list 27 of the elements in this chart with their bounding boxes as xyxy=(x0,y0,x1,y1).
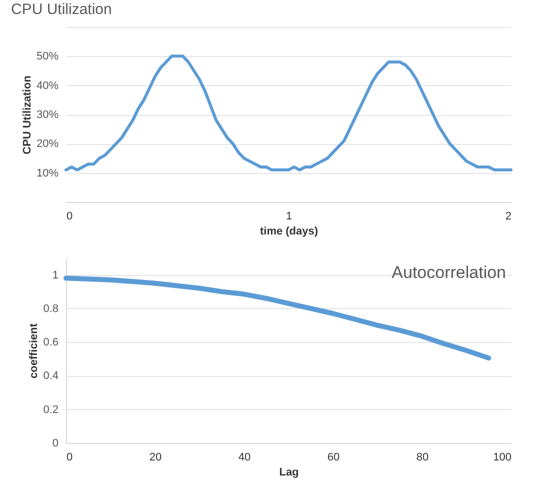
x-tick-label: 1 xyxy=(286,210,292,222)
chart-title: Autocorrelation xyxy=(392,263,506,282)
y-axis-title: CPU Utilization xyxy=(21,75,34,154)
x-axis-title: time (days) xyxy=(260,226,318,238)
chart-title: CPU Utilization xyxy=(10,1,112,18)
x-tick-label: 40 xyxy=(238,452,251,464)
y-tick-label: 0.4 xyxy=(43,370,58,382)
x-tick-label: 20 xyxy=(149,452,162,464)
y-axis-title: coefficient xyxy=(28,323,40,379)
y-tick-label: 50% xyxy=(36,50,59,63)
x-tick-label: 100 xyxy=(493,452,512,464)
x-tick-label: 80 xyxy=(416,452,429,464)
y-tick-label: 0 xyxy=(52,438,58,450)
y-tick-label: 10% xyxy=(36,167,59,180)
x-tick-label: 2 xyxy=(505,210,512,222)
y-tick-label: 0.2 xyxy=(43,404,58,416)
x-axis-title: Lag xyxy=(279,466,299,478)
y-tick-label: 30% xyxy=(36,109,59,121)
y-tick-label: 0.6 xyxy=(43,336,58,349)
line-series xyxy=(64,54,512,172)
y-tick-label: 20% xyxy=(36,138,59,150)
y-tick-label: 0.8 xyxy=(43,302,58,315)
x-tick-label: 60 xyxy=(327,452,340,464)
y-tick-label: 1 xyxy=(52,269,58,282)
y-tick-label: 40% xyxy=(36,80,59,92)
x-tick-label: 0 xyxy=(66,452,73,464)
x-tick-label: 0 xyxy=(66,210,73,222)
